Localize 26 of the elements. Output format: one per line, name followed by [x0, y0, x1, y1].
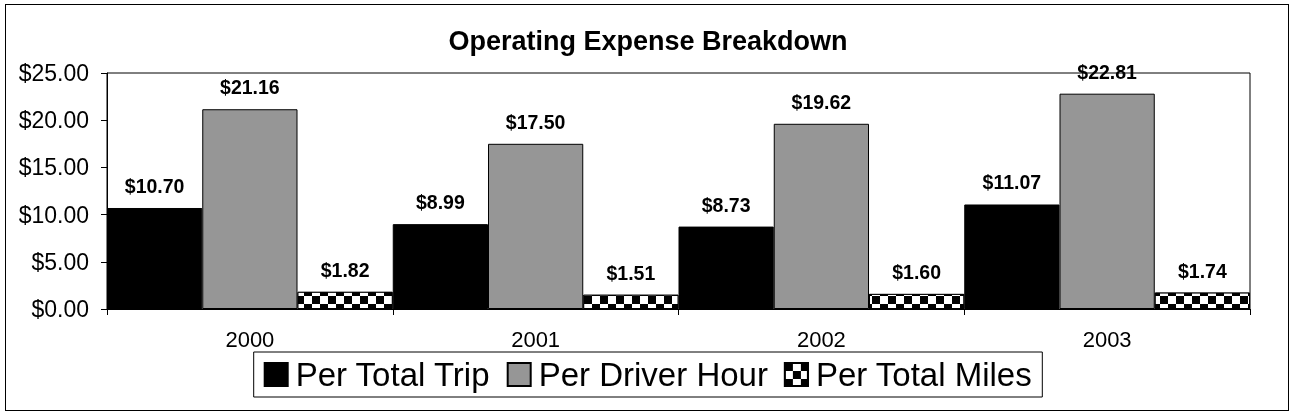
data-label: $19.62	[791, 90, 852, 113]
legend-label: Per Driver Hour	[538, 356, 768, 393]
legend-label: Per Total Miles	[815, 356, 1032, 393]
y-tick-label: $5.00	[31, 248, 89, 275]
y-tick-label: $25.00	[18, 60, 89, 86]
data-label: $1.82	[320, 258, 370, 281]
data-label: $1.51	[606, 261, 656, 284]
data-label: $8.73	[701, 193, 751, 216]
data-label: $22.81	[1077, 60, 1138, 83]
data-label: $11.07	[982, 171, 1042, 194]
chart-title: Operating Expense Breakdown	[448, 25, 848, 56]
data-label: $17.50	[505, 110, 566, 133]
x-tick-label: 2000	[225, 326, 275, 352]
data-label: $10.70	[124, 174, 185, 197]
x-tick-label: 2001	[511, 326, 561, 352]
data-label: $8.99	[415, 191, 465, 214]
data-label: $1.74	[1177, 259, 1227, 282]
y-tick-label: $15.00	[18, 154, 89, 181]
legend-label: Per Total Trip	[295, 356, 490, 393]
x-tick-label: 2003	[1082, 326, 1132, 352]
data-label: $21.16	[220, 76, 280, 99]
data-label: $1.60	[892, 260, 942, 283]
y-tick-label: $10.00	[18, 201, 89, 228]
y-tick-label: $20.00	[18, 107, 89, 134]
x-tick-label: 2002	[796, 326, 846, 352]
y-tick-label: $0.00	[31, 296, 89, 322]
